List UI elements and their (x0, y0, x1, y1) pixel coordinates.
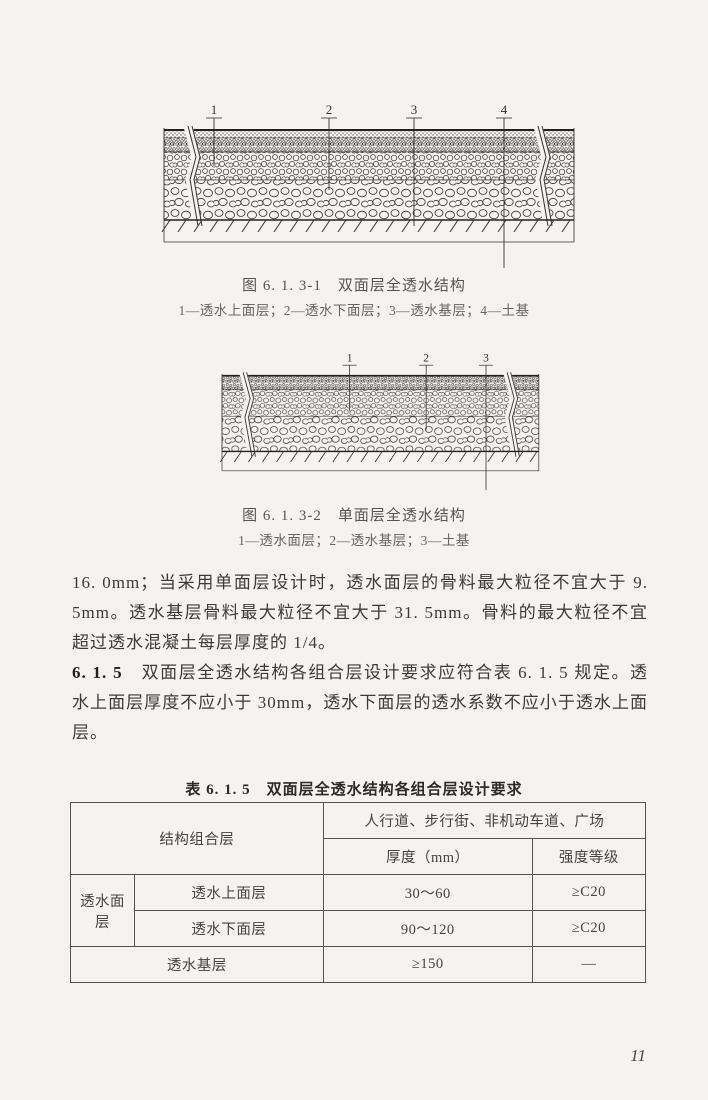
figure-2-legend: 1—透水面层；2—透水基层；3—土基 (0, 529, 708, 549)
th-spanhead: 人行道、步行街、非机动车道、广场 (323, 803, 645, 839)
td-name: 透水下面层 (135, 911, 324, 947)
td-thick: 90～120 (323, 911, 532, 947)
svg-text:1: 1 (211, 102, 218, 117)
th-thickness: 厚度（mm） (323, 839, 532, 875)
th-grade: 强度等级 (532, 839, 645, 875)
figure-1-legend: 1—透水上面层；2—透水下面层；3—透水基层；4—土基 (0, 299, 708, 319)
figure-2-caption: 图 6. 1. 3-2 单面层全透水结构 (0, 504, 708, 525)
figure-1-caption: 图 6. 1. 3-1 双面层全透水结构 (0, 274, 708, 295)
svg-text:1: 1 (347, 353, 353, 365)
figure-2-svg: 1 2 3 (134, 338, 574, 498)
page-number: 11 (630, 1046, 646, 1066)
td-group: 透水面层 (71, 875, 135, 947)
td-name: 透水上面层 (135, 875, 324, 911)
table-row: 透水基层 ≥150 — (71, 947, 646, 983)
figure-1: 1 2 3 4 图 6. 1. 3-1 双面层全透水结构 1—透水上面层；2—透水下面… (0, 98, 708, 319)
paragraph-1: 16. 0mm；当采用单面层设计时，透水面层的骨料最大粒径不宜大于 9. 5mm… (72, 573, 648, 652)
paragraph-2: 双面层全透水结构各组合层设计要求应符合表 6. 1. 5 规定。透水上面层厚度不… (72, 663, 648, 742)
td-grade: ≥C20 (532, 911, 645, 947)
td-name: 透水基层 (71, 947, 324, 983)
document-page: 1 2 3 4 图 6. 1. 3-1 双面层全透水结构 1—透水上面层；2—透水下面… (0, 0, 708, 1100)
td-grade: ≥C20 (532, 875, 645, 911)
td-thick: 30～60 (323, 875, 532, 911)
svg-text:4: 4 (501, 102, 508, 117)
svg-text:3: 3 (411, 102, 418, 117)
table-row: 结构组合层 人行道、步行街、非机动车道、广场 (71, 803, 646, 839)
figure-2: 1 2 3 图 6. 1. 3-2 单面层全透水结构 1—透水面层；2—透水基层；3… (0, 338, 708, 549)
table-title: 表 6. 1. 5 双面层全透水结构各组合层设计要求 (0, 778, 708, 799)
requirements-table: 结构组合层 人行道、步行街、非机动车道、广场 厚度（mm） 强度等级 透水面层 … (70, 802, 646, 983)
td-grade: — (532, 947, 645, 983)
figure-1-svg: 1 2 3 4 (104, 98, 604, 268)
clause-number: 6. 1. 5 (72, 663, 123, 682)
svg-text:2: 2 (423, 353, 429, 365)
body-paragraphs: 16. 0mm；当采用单面层设计时，透水面层的骨料最大粒径不宜大于 9. 5mm… (72, 568, 648, 748)
td-thick: ≥150 (323, 947, 532, 983)
table-row: 透水下面层 90～120 ≥C20 (71, 911, 646, 947)
svg-text:3: 3 (483, 353, 489, 365)
table-row: 透水面层 透水上面层 30～60 ≥C20 (71, 875, 646, 911)
svg-text:2: 2 (326, 102, 333, 117)
th-structure: 结构组合层 (71, 803, 324, 875)
